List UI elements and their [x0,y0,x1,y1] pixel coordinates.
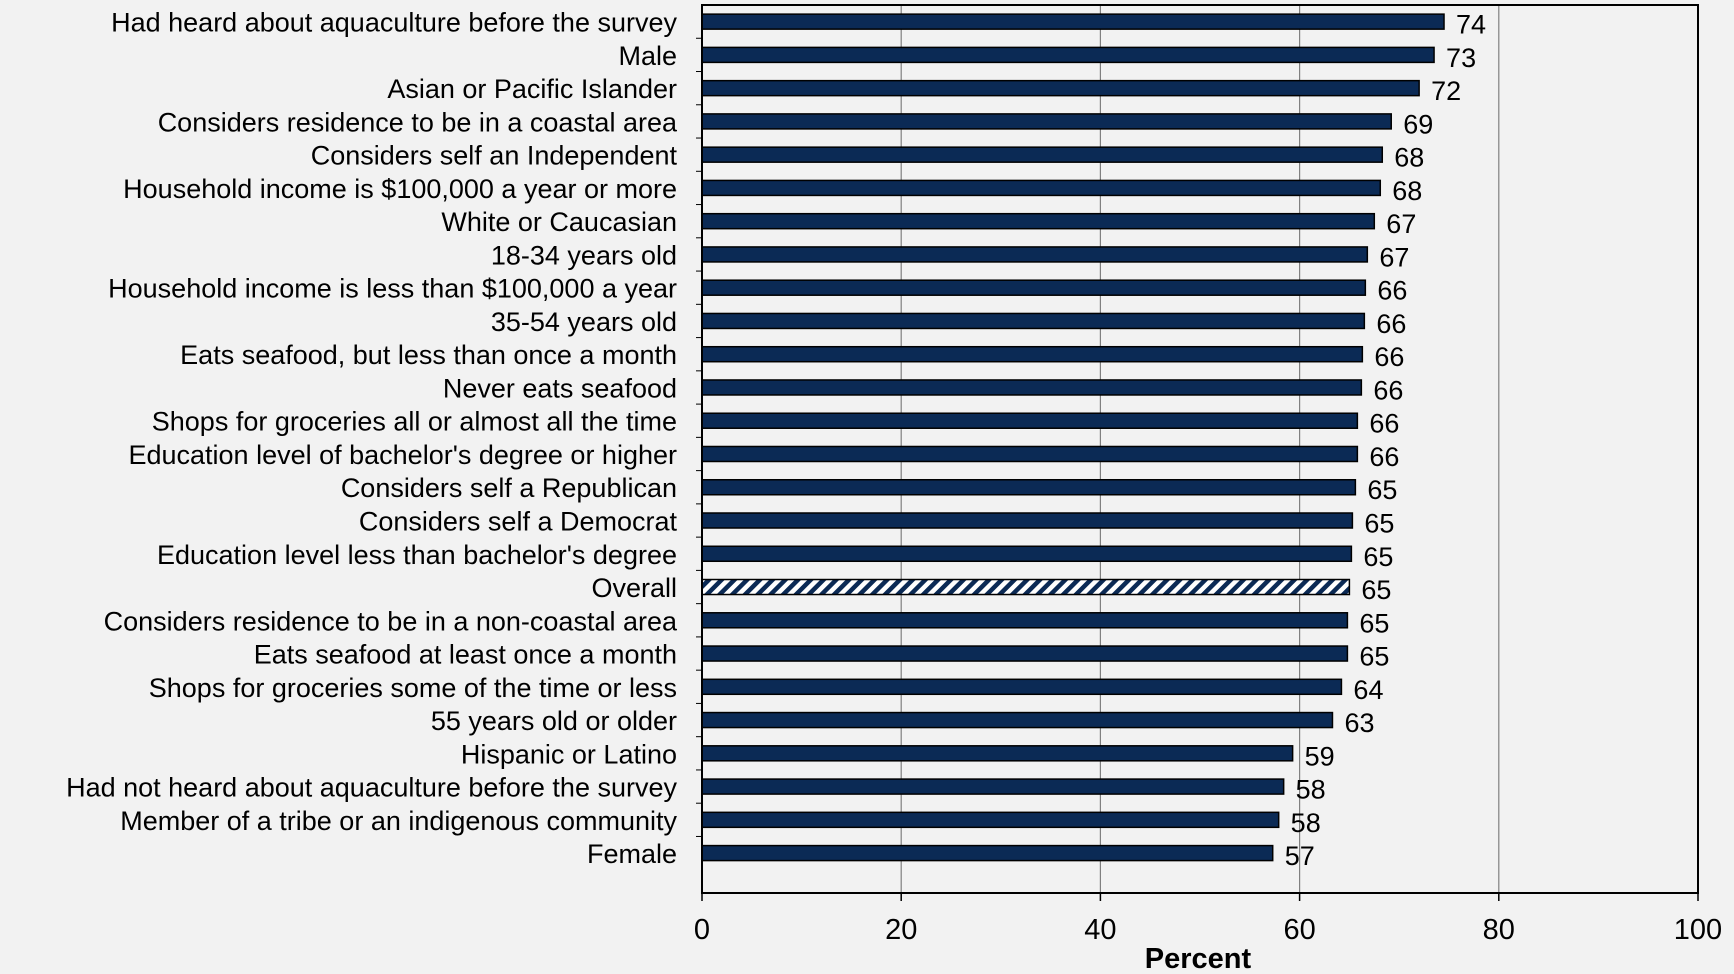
bar [701,345,1364,363]
data-label: 65 [1359,642,1389,672]
data-label: 72 [1431,76,1461,106]
bar [701,678,1343,696]
category-label: Considers self a Democrat [359,507,678,537]
data-label: 66 [1373,375,1403,405]
x-tick-label: 20 [885,914,917,946]
bar [701,811,1280,829]
bars [696,13,1445,862]
bar [701,79,1420,97]
category-label: Shops for groceries all or almost all th… [152,407,677,437]
x-axis-ticks: 0 20 40 60 80 100 [694,893,1722,946]
bar [701,645,1349,662]
category-label: Considers residence to be in a coastal a… [158,107,678,137]
category-label: Never eats seafood [443,373,677,403]
bar [701,711,1334,729]
category-label: Overall [591,573,677,603]
bar [701,512,1354,529]
category-label: 55 years old or older [431,706,677,736]
bar [701,379,1363,396]
x-tick-label: 0 [694,914,710,946]
bar [701,412,1359,429]
data-label: 68 [1394,143,1424,173]
category-label: Male [618,41,677,71]
category-label: Asian or Pacific Islander [387,74,677,104]
data-labels: 7473726968686767666666666666656565656565… [1285,10,1486,871]
bar [701,578,1351,596]
category-label: Considers residence to be in a non-coast… [104,606,678,636]
x-axis-label: Percent [1145,943,1252,974]
data-label: 65 [1359,608,1389,638]
x-tick-label: 60 [1283,914,1315,946]
bar [701,279,1367,296]
data-label: 66 [1377,276,1407,306]
category-label: Considers self a Republican [341,473,677,503]
data-label: 66 [1374,342,1404,372]
data-label: 66 [1376,309,1406,339]
bar [701,46,1435,64]
bar [701,445,1359,463]
category-label: Member of a tribe or an indigenous commu… [120,806,677,836]
data-label: 69 [1403,109,1433,139]
data-label: 68 [1392,176,1422,206]
bar [701,146,1384,163]
data-label: 65 [1363,542,1393,572]
data-label: 74 [1456,10,1486,40]
x-tick-label: 80 [1483,914,1515,946]
category-label: Eats seafood, but less than once a month [180,340,677,370]
category-label: Household income is less than $100,000 a… [108,274,677,304]
data-label: 73 [1446,43,1476,73]
category-label: 18-34 years old [491,240,677,270]
category-label: White or Caucasian [441,207,677,237]
data-label: 58 [1296,775,1326,805]
data-label: 67 [1379,242,1409,272]
data-label: 58 [1291,808,1321,838]
category-label: Shops for groceries some of the time or … [149,673,677,703]
bar [701,478,1357,496]
category-label: Eats seafood at least once a month [254,640,677,670]
bar [701,844,1274,862]
data-label: 65 [1364,509,1394,539]
category-label: Female [587,839,677,869]
bar [701,212,1376,230]
category-label: Education level of bachelor's degree or … [128,440,677,470]
data-label: 65 [1367,475,1397,505]
bar [701,545,1353,563]
data-label: 66 [1369,442,1399,472]
bar [701,246,1369,263]
data-label: 59 [1305,741,1335,771]
category-labels: Had heard about aquaculture before the s… [66,8,678,869]
data-label: 65 [1361,575,1391,605]
bar [701,612,1349,629]
bar [701,113,1392,130]
category-label: Hispanic or Latino [461,739,677,769]
data-label: 66 [1369,409,1399,439]
data-label: 57 [1285,841,1315,871]
category-label: Considers self an Independent [311,141,678,171]
category-label: Education level less than bachelor's deg… [157,540,677,570]
x-tick-label: 100 [1674,914,1722,946]
bar [701,312,1366,330]
x-tick-label: 40 [1084,914,1116,946]
data-label: 63 [1344,708,1374,738]
category-label: Had not heard about aquaculture before t… [66,773,677,803]
data-label: 64 [1353,675,1383,705]
bar [701,179,1382,197]
plot-border [701,4,1699,894]
bar [701,13,1445,30]
category-label: Had heard about aquaculture before the s… [111,8,677,38]
category-label: Household income is $100,000 a year or m… [123,174,677,204]
bar [701,778,1285,795]
category-label: 35-54 years old [491,307,677,337]
bar [701,745,1294,762]
data-label: 67 [1386,209,1416,239]
